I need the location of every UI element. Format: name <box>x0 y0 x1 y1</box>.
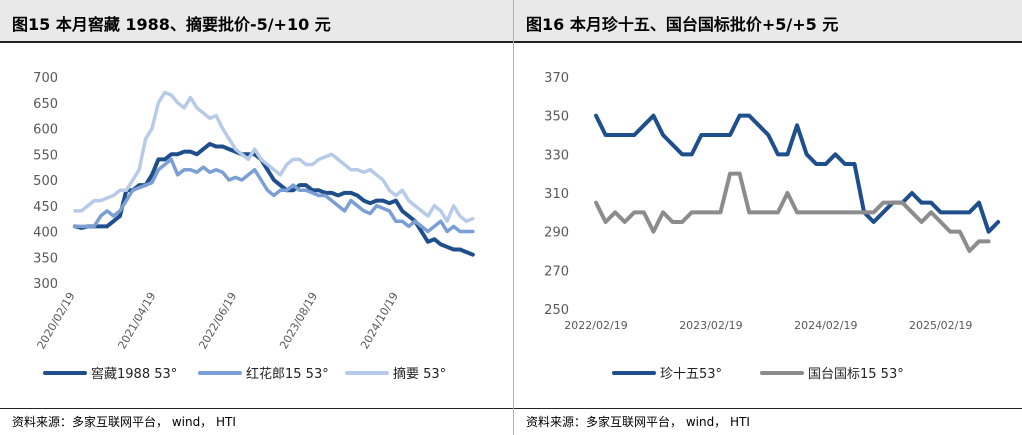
left-y-tick-label: 300 <box>33 277 58 292</box>
left-line-chart: 300 350 400 450 500 550 600 650 700 2020/02/19 202… <box>33 71 475 382</box>
right-y-tick-label: 270 <box>544 264 569 279</box>
left-x-tick-label: 2021/04/19 <box>115 290 158 351</box>
left-x-tick-label: 2022/06/19 <box>196 290 239 351</box>
right-y-tick-label: 250 <box>544 303 569 318</box>
right-x-tick-label: 2024/02/19 <box>794 319 857 332</box>
left-figure-title: 图15 本月窖藏 1988、摘要批价-5/+10 元 <box>12 15 331 34</box>
left-y-tick-label: 500 <box>33 174 58 189</box>
left-y-tick-label: 650 <box>33 97 58 112</box>
right-source-note: 资料来源：多家互联网平台， wind， HTI <box>526 415 750 429</box>
left-y-tick-label: 700 <box>33 71 58 86</box>
right-figure-panel: 图16 本月珍十五、国台国标批价+5/+5 元 250 270 290 310 330 3… <box>514 0 1022 435</box>
left-x-tick-label: 2024/10/19 <box>358 290 401 351</box>
right-y-tick-label: 310 <box>544 187 569 202</box>
left-y-tick-label: 350 <box>33 251 58 266</box>
left-source-note: 资料来源：多家互联网平台， wind， HTI <box>12 415 236 429</box>
left-legend-label-1: 窖藏1988 53° <box>91 366 177 382</box>
right-y-tick-label: 370 <box>544 71 569 86</box>
right-y-tick-label: 350 <box>544 110 569 125</box>
panel-divider <box>513 0 514 435</box>
left-legend-label-2: 红花郎15 53° <box>246 366 329 382</box>
left-y-tick-label: 450 <box>33 200 58 215</box>
right-figure-title: 图16 本月珍十五、国台国标批价+5/+5 元 <box>526 15 839 34</box>
right-y-tick-label: 290 <box>544 226 569 241</box>
right-title-band: 图16 本月珍十五、国台国标批价+5/+5 元 <box>514 0 1022 42</box>
right-footer-rule <box>514 408 1022 409</box>
right-x-tick-label: 2025/02/19 <box>909 319 972 332</box>
right-legend-label-1: 珍十五53° <box>660 367 722 382</box>
left-series-line-3 <box>73 90 475 223</box>
left-y-tick-label: 550 <box>33 148 58 163</box>
left-series-line-2 <box>73 157 475 234</box>
left-series-line-1 <box>73 141 475 257</box>
right-series-line-1 <box>594 113 1001 234</box>
left-x-tick-label: 2020/02/19 <box>35 290 78 351</box>
right-legend-label-2: 国台国标15 53° <box>808 367 904 382</box>
right-y-tick-label: 330 <box>544 148 569 163</box>
left-title-rule <box>0 41 513 43</box>
right-x-tick-label: 2023/02/19 <box>679 319 742 332</box>
left-legend-label-3: 摘要 53° <box>393 366 446 382</box>
right-line-chart: 250 270 290 310 330 350 370 2022/02/19 2023/02/1… <box>544 71 1001 382</box>
left-y-tick-label: 600 <box>33 123 58 138</box>
left-y-tick-label: 400 <box>33 226 58 241</box>
left-title-band: 图15 本月窖藏 1988、摘要批价-5/+10 元 <box>0 0 513 42</box>
left-footer-rule <box>0 408 513 409</box>
right-series-line-2 <box>594 171 991 253</box>
right-title-rule <box>514 41 1022 43</box>
right-x-tick-label: 2022/02/19 <box>564 319 627 332</box>
left-x-tick-label: 2023/08/19 <box>277 290 320 351</box>
left-figure-panel: 图15 本月窖藏 1988、摘要批价-5/+10 元 300 350 400 450 5… <box>0 0 513 429</box>
